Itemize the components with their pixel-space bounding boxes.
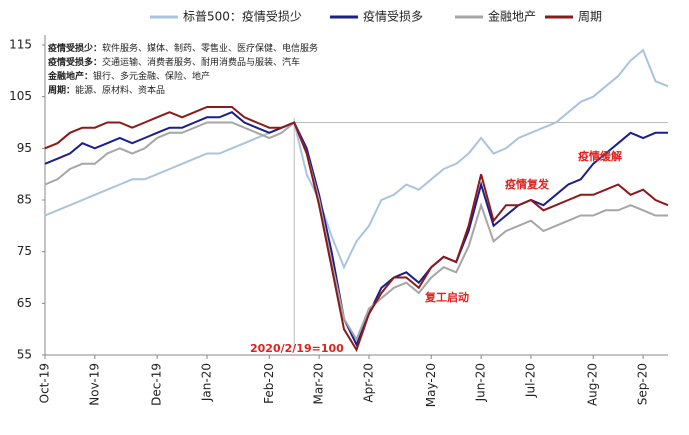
note-label: 疫情受损多： [48,56,102,68]
x-tick-label: Oct-19 [38,363,52,403]
series-line [44,120,668,342]
x-tick-label: Jan-20 [199,363,213,402]
note: 疫情受损多：交通运输、消费者服务、耐用消费品与服装、汽车 [48,56,300,68]
x-tick-label: Mar-20 [312,363,326,404]
x-tick-label: Jul-20 [523,363,537,398]
y-tick-label: 55 [17,348,32,362]
note: 疫情受损少：软件服务、媒体、制药、零售业、医疗保健、电信服务 [48,42,318,54]
note-text: 软件服务、媒体、制药、零售业、医疗保健、电信服务 [102,42,318,54]
x-tick-label: Feb-20 [262,363,276,404]
annotation: 疫情复发 [505,177,550,191]
note-label: 疫情受损少： [48,42,102,54]
series-line [44,48,669,270]
note-text: 交通运输、消费者服务、耐用消费品与服装、汽车 [102,56,300,68]
series-line [44,111,668,348]
legend-label: 疫情受损多 [363,9,423,24]
y-tick-label: 95 [17,141,32,155]
note-label: 金融地产： [47,70,93,82]
annotation: 疫情缓解 [578,149,622,163]
x-tick-label: Nov-19 [87,363,101,406]
legend-label: 周期 [578,10,602,24]
x-tick-label: Jun-20 [474,363,488,402]
note-text: 能源、原材料、资本品 [75,84,165,96]
y-tick-label: 105 [9,89,32,103]
series-line [44,106,669,353]
y-tick-label: 85 [17,193,32,207]
legend-label: 金融地产 [488,9,536,24]
x-tick-label: May-20 [424,363,438,407]
note-text: 银行、多元金融、保险、地产 [93,70,210,82]
y-tick-label: 75 [17,244,32,258]
annotation: 复工启动 [424,290,469,304]
note: 周期：能源、原材料、资本品 [48,84,165,96]
y-tick-label: 115 [9,38,32,52]
x-tick-label: Aug-20 [586,363,600,406]
x-tick-label: Apr-20 [361,363,375,403]
y-tick-label: 65 [17,296,32,310]
legend-label: 标普500：疫情受损少 [183,9,302,24]
note: 金融地产：银行、多元金融、保险、地产 [47,70,210,82]
x-tick-label: Dec-19 [150,363,164,406]
x-tick-label: Sep-20 [636,363,650,405]
annotation: 2020/2/19=100 [250,342,344,355]
note-label: 周期： [48,84,75,96]
